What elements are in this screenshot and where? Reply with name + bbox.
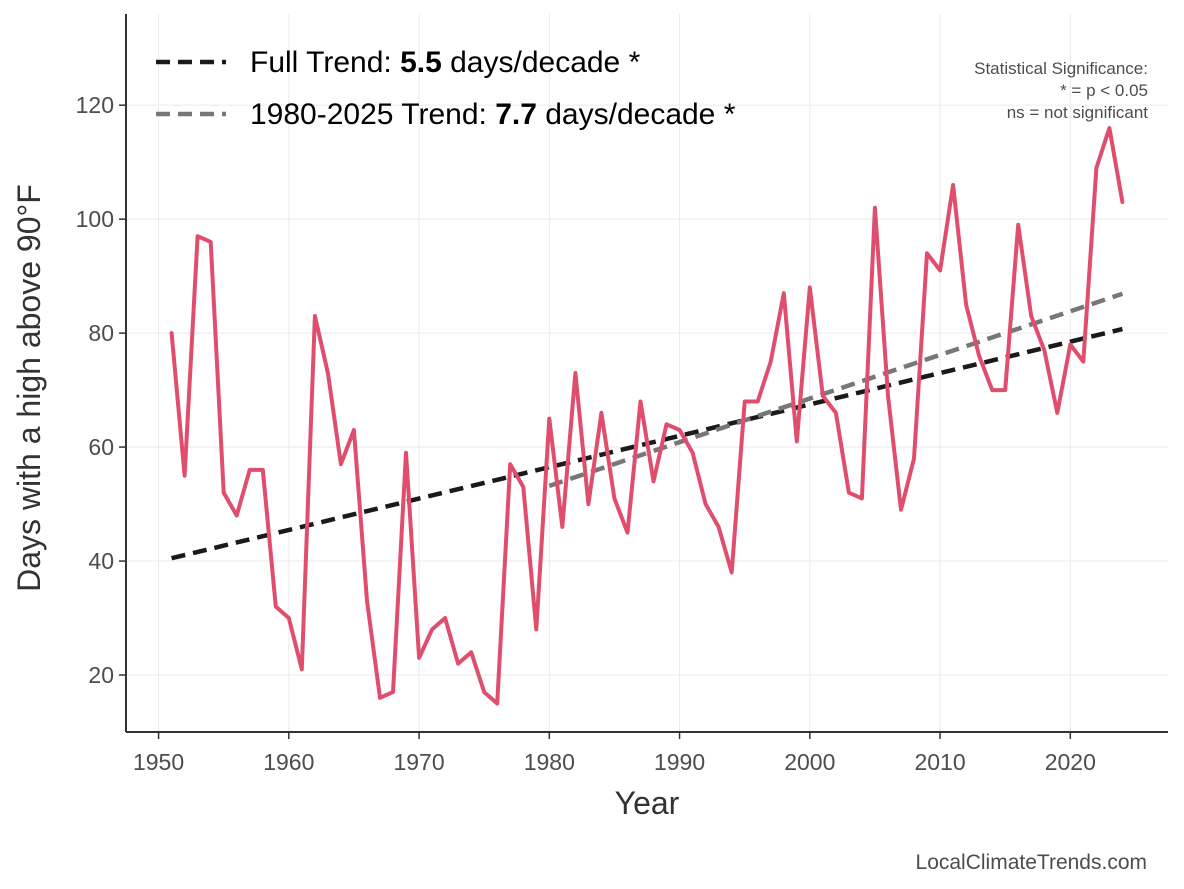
legend-item-recent-trend: 1980-2025 Trend: 7.7 days/decade * [156,98,736,131]
legend-label-full-trend-suffix: days/decade * [442,46,641,79]
y-tick-label: 120 [76,92,114,118]
x-axis-title: Year [615,785,680,821]
x-tick-label: 1990 [654,749,705,775]
y-tick-label: 100 [76,206,114,232]
legend-label-recent-trend-value: 7.7 [495,98,537,131]
significance-note: Statistical Significance: * = p < 0.05 n… [974,59,1148,122]
grid [126,14,1168,732]
y-tick-label: 40 [88,548,114,574]
x-ticks: 1950 1960 1970 1980 1990 2000 2010 2020 [133,732,1096,775]
legend-label-recent-trend: 1980-2025 Trend: 7.7 days/decade * [250,98,736,131]
legend-label-full-trend-prefix: Full Trend: [250,46,400,79]
significance-note-p-value: * = p < 0.05 [1060,81,1148,100]
x-tick-label: 2000 [784,749,835,775]
source-credit: LocalClimateTrends.com [916,851,1147,874]
significance-note-title: Statistical Significance: [974,59,1148,78]
series-lines [169,126,1125,706]
x-tick-label: 1970 [393,749,444,775]
y-ticks: 20 40 60 80 100 120 [76,92,126,688]
y-tick-label: 20 [88,662,114,688]
x-tick-label: 1960 [263,749,314,775]
legend-item-full-trend: Full Trend: 5.5 days/decade * [156,46,641,79]
y-tick-label: 60 [88,434,114,460]
series-line-0 [169,126,1125,706]
y-tick-label: 80 [88,320,114,346]
recent-trend-line [548,291,1124,488]
x-tick-label: 2010 [914,749,965,775]
x-tick-label: 1950 [133,749,184,775]
y-axis-title: Days with a high above 90°F [11,184,47,592]
significance-note-ns: ns = not significant [1007,103,1149,122]
legend-label-recent-trend-prefix: 1980-2025 Trend: [250,98,495,131]
x-tick-label: 1980 [524,749,575,775]
x-tick-label: 2020 [1045,749,1096,775]
legend-label-full-trend: Full Trend: 5.5 days/decade * [250,46,641,79]
legend-label-full-trend-value: 5.5 [400,46,442,79]
legend: Full Trend: 5.5 days/decade * 1980-2025 … [156,46,736,131]
legend-label-recent-trend-suffix: days/decade * [537,98,736,131]
